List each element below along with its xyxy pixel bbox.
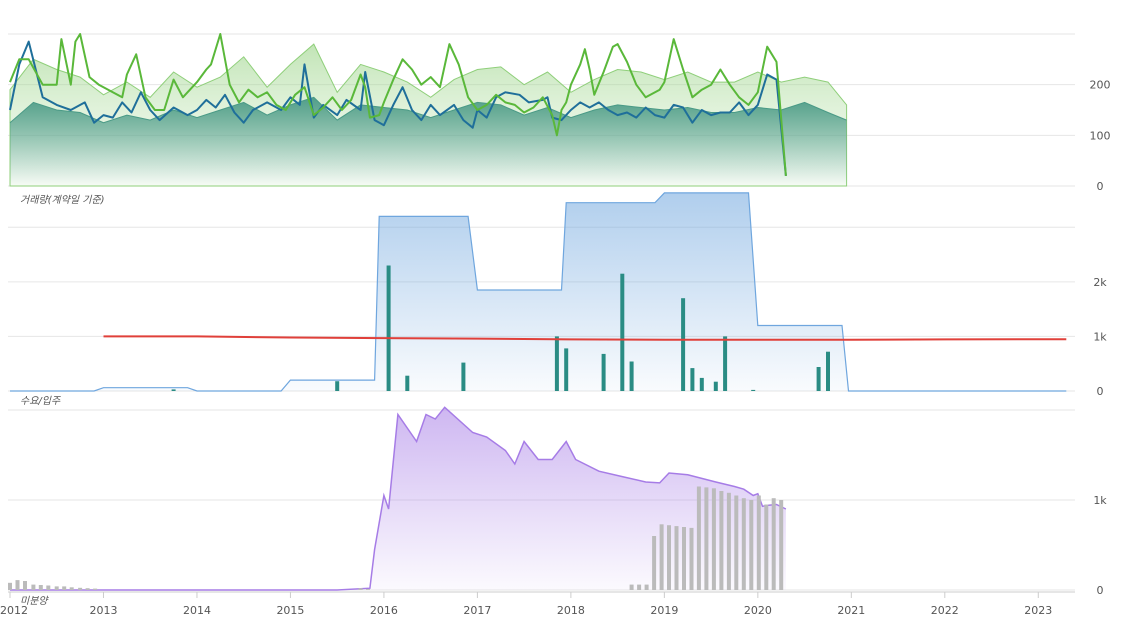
occupancy-bar xyxy=(637,584,642,590)
occupancy-bar xyxy=(358,588,363,590)
occupancy-bar xyxy=(31,584,36,590)
volume-bar xyxy=(699,377,704,391)
occupancy-bar xyxy=(78,587,83,591)
occupancy-bar xyxy=(771,498,776,590)
occupancy-bar xyxy=(711,488,716,590)
volume-bar xyxy=(826,351,830,391)
x-tick-label: 2018 xyxy=(557,604,585,617)
x-axis-ticks: 2012 2013 2014 2015 2016 2017 2018 2019 2020 2021… xyxy=(0,592,1052,617)
volume-panel-label: 거래량(계약일 기준) xyxy=(20,194,105,206)
y-tick-label: 200 xyxy=(1090,79,1111,92)
occupancy-bar xyxy=(749,500,754,590)
occupancy-bar xyxy=(719,491,724,590)
occupancy-bar xyxy=(741,498,746,590)
volume-bar xyxy=(386,265,391,391)
occupancy-bar xyxy=(696,486,701,590)
y-tick-label: 0 xyxy=(1097,180,1104,193)
volume-bar xyxy=(751,389,756,391)
occupancy-bar xyxy=(46,585,51,590)
volume-bar xyxy=(629,361,634,391)
occupancy-bar xyxy=(15,580,20,590)
occupancy-bar xyxy=(366,589,370,590)
x-tick-label: 2013 xyxy=(89,604,117,617)
y-tick-label: 2k xyxy=(1093,276,1107,289)
supply-panel-y-ticks: 0 1k xyxy=(1093,494,1107,597)
volume-bar xyxy=(601,353,606,391)
volume-bar xyxy=(564,348,569,391)
occupancy-bar xyxy=(756,495,761,590)
occupancy-bar xyxy=(629,584,634,590)
occupancy-bar xyxy=(674,526,679,590)
x-tick-label: 2016 xyxy=(370,604,398,617)
y-tick-label: 0 xyxy=(1097,385,1104,398)
price-panel-series xyxy=(9,33,848,187)
volume-bar xyxy=(554,336,559,391)
volume-panel-y-ticks: 0 1k 2k xyxy=(1093,276,1107,398)
occupancy-bar xyxy=(659,524,664,590)
x-axis: 2012 2013 2014 2015 2016 2017 2018 2019 2020 2021… xyxy=(0,591,1075,617)
band-lower-line xyxy=(9,96,847,124)
unsold-label: 미분양 xyxy=(20,595,49,607)
volume-step-area xyxy=(10,192,1067,391)
occupancy-bar xyxy=(689,527,694,590)
volume-bar xyxy=(681,298,686,391)
occupancy-bar xyxy=(652,536,657,590)
x-tick-label: 2015 xyxy=(276,604,304,617)
supply-panel: 수요/입주 미분양 0 1k xyxy=(8,395,1107,607)
x-tick-label: 2020 xyxy=(744,604,772,617)
x-tick-label: 2017 xyxy=(463,604,491,617)
volume-bar xyxy=(713,381,718,391)
y-tick-label: 100 xyxy=(1090,129,1111,142)
occupancy-bar xyxy=(726,492,731,590)
occupancy-bar xyxy=(85,588,90,590)
occupancy-bar xyxy=(69,587,74,590)
x-tick-label: 2019 xyxy=(650,604,678,617)
supply-area-line xyxy=(10,406,787,591)
occupancy-bar xyxy=(93,588,98,590)
price-panel: 0 100 200 xyxy=(8,33,1111,193)
x-tick-label: 2023 xyxy=(1024,604,1052,617)
occupancy-bar xyxy=(667,525,671,590)
band-lower-area xyxy=(10,97,847,186)
supply-area-fill xyxy=(10,407,786,590)
volume-bar xyxy=(690,368,695,391)
y-tick-label: 0 xyxy=(1097,584,1104,597)
x-tick-label: 2012 xyxy=(0,604,28,617)
occupancy-bar xyxy=(54,586,59,590)
x-tick-label: 2022 xyxy=(931,604,959,617)
volume-panel: 거래량(계약일 기준) 0 1k 2k xyxy=(8,192,1107,398)
series-green-line xyxy=(9,33,787,176)
occupancy-bar xyxy=(23,581,27,590)
occupancy-bar xyxy=(38,585,43,590)
price-panel-y-ticks: 0 100 200 xyxy=(1090,79,1111,193)
supply-panel-label: 수요/입주 xyxy=(20,395,61,407)
occupancy-bar xyxy=(62,586,67,590)
volume-panel-series xyxy=(10,192,1067,392)
supply-panel-series xyxy=(8,406,787,591)
volume-bar xyxy=(461,362,466,391)
occupancy-bar xyxy=(644,584,649,590)
occupancy-bar xyxy=(779,500,784,590)
y-tick-label: 1k xyxy=(1093,330,1107,343)
red-reference-line xyxy=(103,335,1067,341)
occupancy-bar xyxy=(8,582,12,590)
volume-bar xyxy=(620,273,625,391)
y-tick-label: 1k xyxy=(1093,494,1107,507)
x-tick-label: 2014 xyxy=(183,604,211,617)
volume-bar xyxy=(171,389,176,391)
occupancy-bar xyxy=(704,487,709,590)
volume-step-line xyxy=(10,192,1067,392)
occupancy-bar xyxy=(764,504,769,590)
volume-bar xyxy=(816,367,821,391)
occupancy-bar xyxy=(734,495,739,590)
x-tick-label: 2021 xyxy=(837,604,865,617)
volume-bar xyxy=(335,381,340,391)
volume-bar xyxy=(723,336,728,391)
occupancy-bar xyxy=(682,527,686,590)
volume-bar xyxy=(405,375,410,391)
series-blue-line xyxy=(9,40,787,176)
